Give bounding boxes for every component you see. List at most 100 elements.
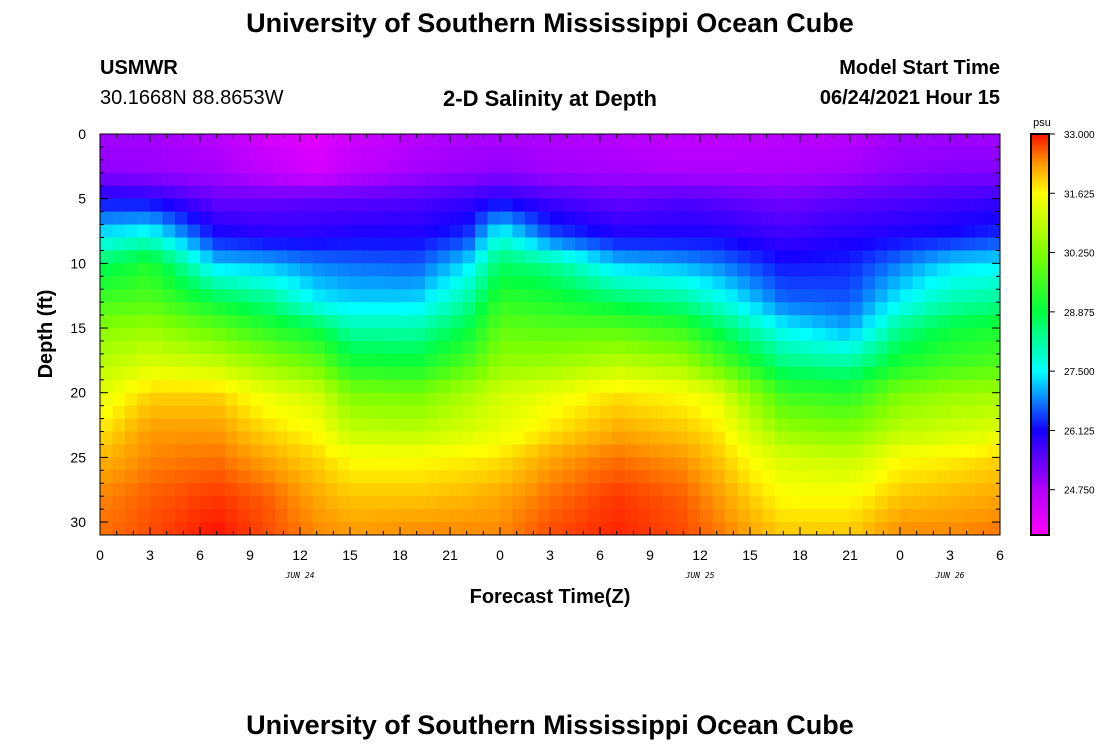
heatmap-cell xyxy=(337,159,351,174)
heatmap-cell xyxy=(562,431,576,446)
heatmap-cell xyxy=(237,211,251,226)
heatmap-cell xyxy=(225,276,239,290)
heatmap-cell xyxy=(162,276,176,290)
heatmap-cell xyxy=(650,444,664,458)
heatmap-cell xyxy=(800,418,814,433)
heatmap-cell xyxy=(912,315,926,329)
heatmap-cell xyxy=(187,496,201,510)
heatmap-cell xyxy=(212,134,226,148)
heatmap-cell xyxy=(187,185,201,200)
heatmap-cell xyxy=(237,134,251,148)
heatmap-cell xyxy=(225,250,239,264)
heatmap-cell xyxy=(787,263,801,277)
heatmap-cell xyxy=(912,353,926,368)
heatmap-cell xyxy=(675,522,689,535)
heatmap-cell xyxy=(725,496,739,510)
heatmap-cell xyxy=(762,392,776,407)
heatmap-cell xyxy=(925,405,939,420)
heatmap-cell xyxy=(737,392,751,407)
heatmap-cell xyxy=(237,522,251,535)
heatmap-cell xyxy=(462,172,476,187)
heatmap-cell xyxy=(625,237,639,252)
heatmap-cell xyxy=(537,198,551,213)
heatmap-cell xyxy=(150,302,164,316)
heatmap-cell xyxy=(937,509,951,523)
heatmap-cell xyxy=(387,224,401,239)
heatmap-cell xyxy=(837,172,851,187)
heatmap-cell xyxy=(675,146,689,161)
heatmap-cell xyxy=(162,302,176,316)
heatmap-cell xyxy=(825,509,839,523)
heatmap-cell xyxy=(575,509,589,523)
heatmap-cell xyxy=(600,392,614,407)
heatmap-cell xyxy=(175,159,189,174)
heatmap-cell xyxy=(462,496,476,510)
heatmap-cell xyxy=(525,509,539,523)
heatmap-cell xyxy=(162,444,176,458)
heatmap-cell xyxy=(762,431,776,446)
heatmap-cell xyxy=(387,379,401,394)
heatmap-cell xyxy=(950,340,964,355)
heatmap-cell xyxy=(400,276,414,290)
heatmap-cell xyxy=(425,392,439,407)
heatmap-cell xyxy=(312,444,326,458)
heatmap-cell xyxy=(625,496,639,510)
heatmap-cell xyxy=(212,340,226,355)
heatmap-cell xyxy=(487,289,501,303)
heatmap-cell xyxy=(950,172,964,187)
heatmap-cell xyxy=(300,366,314,381)
heatmap-cell xyxy=(175,353,189,368)
heatmap-cell xyxy=(837,483,851,497)
heatmap-cell xyxy=(975,146,989,161)
heatmap-cell xyxy=(500,134,514,148)
heatmap-cell xyxy=(975,224,989,239)
heatmap-cell xyxy=(837,431,851,446)
heatmap-cell xyxy=(337,224,351,239)
heatmap-cell xyxy=(112,470,126,484)
heatmap-cell xyxy=(362,172,376,187)
heatmap-cell xyxy=(675,289,689,303)
heatmap-cell xyxy=(500,159,514,174)
heatmap-cell xyxy=(587,340,601,355)
heatmap-cell xyxy=(400,405,414,420)
heatmap-cell xyxy=(587,483,601,497)
heatmap-cell xyxy=(825,250,839,264)
heatmap-cell xyxy=(975,185,989,200)
heatmap-cell xyxy=(437,302,451,316)
heatmap-cell xyxy=(787,457,801,471)
heatmap-cell xyxy=(962,431,976,446)
heatmap-cell xyxy=(350,522,364,535)
heatmap-cell xyxy=(712,146,726,161)
heatmap-cell xyxy=(937,522,951,535)
heatmap-cell xyxy=(525,444,539,458)
heatmap-cell xyxy=(437,522,451,535)
heatmap-cell xyxy=(875,418,889,433)
heatmap-cell xyxy=(925,224,939,239)
heatmap-cell xyxy=(287,522,301,535)
heatmap-cell xyxy=(100,496,114,510)
heatmap-cell xyxy=(850,431,864,446)
heatmap-cell xyxy=(900,444,914,458)
heatmap-cell xyxy=(837,457,851,471)
heatmap-cell xyxy=(750,483,764,497)
heatmap-cell xyxy=(850,483,864,497)
heatmap-cell xyxy=(362,405,376,420)
heatmap-cell xyxy=(637,353,651,368)
heatmap-cell xyxy=(975,340,989,355)
heatmap-cell xyxy=(887,224,901,239)
heatmap-cell xyxy=(187,237,201,252)
heatmap-cell xyxy=(362,146,376,161)
heatmap-cell xyxy=(400,496,414,510)
heatmap-cell xyxy=(200,379,214,394)
heatmap-cell xyxy=(725,379,739,394)
heatmap-cell xyxy=(637,328,651,342)
heatmap-cell xyxy=(625,289,639,303)
heatmap-cell xyxy=(587,289,601,303)
heatmap-cell xyxy=(887,431,901,446)
heatmap-cell xyxy=(650,211,664,226)
heatmap-cell xyxy=(962,224,976,239)
heatmap-cell xyxy=(875,289,889,303)
heatmap-cell xyxy=(875,457,889,471)
heatmap-cell xyxy=(962,134,976,148)
heatmap-cell xyxy=(612,340,626,355)
